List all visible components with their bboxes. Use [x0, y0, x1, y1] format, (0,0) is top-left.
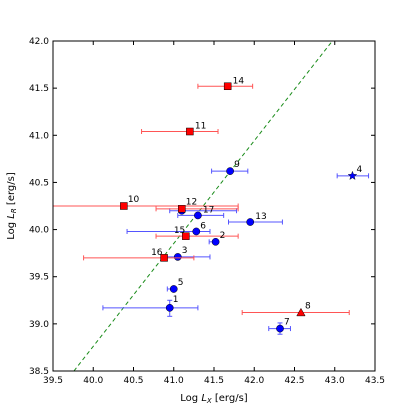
point-label: 16 [151, 248, 163, 258]
y-axis-title-subscript: R [10, 208, 18, 213]
point-label: 17 [203, 205, 214, 215]
point-label: 8 [305, 302, 311, 312]
point-label: 15 [174, 226, 185, 236]
y-axis-title: Log LR [erg/s] [6, 172, 18, 240]
y-tick-label: 39.5 [29, 273, 49, 283]
point-label: 13 [255, 212, 266, 222]
x-tick-label: 40.0 [83, 376, 103, 386]
x-axis-title-unit: [erg/s] [212, 393, 248, 404]
square-marker [182, 232, 190, 240]
circle-marker [192, 227, 201, 236]
y-tick-label: 40.5 [29, 178, 49, 188]
point-label: 1 [173, 295, 179, 305]
star-marker [347, 170, 358, 180]
triangle-marker [296, 307, 306, 317]
circle-marker [211, 237, 220, 246]
circle-marker [276, 324, 284, 333]
x-tick-label: 41.5 [204, 376, 224, 386]
plot-data-layer [53, 41, 370, 371]
y-tick-label: 39.0 [29, 320, 49, 330]
circle-marker [169, 285, 178, 293]
point-label: 5 [178, 278, 184, 288]
x-tick-label: 43.5 [365, 376, 385, 386]
x-axis-title-symbol: L [201, 393, 207, 404]
x-axis-title-subscript: X [206, 397, 212, 405]
point-label: 14 [233, 76, 245, 86]
point-label: 6 [200, 221, 206, 231]
point-label: 3 [182, 246, 188, 256]
plot-frame [52, 40, 376, 372]
y-axis-title-unit: [erg/s] [6, 172, 17, 208]
point-label: 10 [128, 195, 140, 205]
square-marker [223, 82, 232, 91]
y-tick-label: 40.0 [29, 226, 49, 236]
x-tick-label: 41.0 [164, 376, 184, 386]
x-tick-label: 42.0 [244, 376, 264, 386]
y-tick-label: 41.5 [29, 84, 49, 94]
x-axis-title: Log LX [erg/s] [180, 393, 248, 405]
square-marker [186, 127, 194, 136]
point-label: 9 [234, 160, 240, 170]
square-marker [120, 202, 128, 210]
y-tick-label: 42.0 [29, 37, 49, 47]
x-tick-label: 42.5 [284, 376, 304, 386]
y-tick-label: 38.5 [29, 367, 49, 377]
circle-marker [165, 303, 174, 312]
point-label: 11 [195, 122, 206, 132]
circle-marker [226, 167, 234, 175]
y-tick-label: 41.0 [29, 131, 49, 141]
circle-marker [194, 211, 202, 220]
x-tick-label: 43.0 [325, 376, 345, 386]
square-marker [178, 205, 186, 213]
point-label: 2 [220, 231, 226, 241]
x-axis-title-prefix: Log [180, 393, 201, 404]
circle-marker [246, 218, 255, 226]
square-marker [160, 254, 168, 262]
circle-marker [173, 253, 182, 261]
x-tick-label: 40.5 [123, 376, 143, 386]
x-tick-label: 39.5 [43, 376, 63, 386]
point-label: 4 [356, 165, 362, 175]
point-label: 12 [186, 198, 197, 208]
y-axis-title-symbol: L [6, 213, 17, 219]
y-axis-title-prefix: Log [6, 219, 17, 240]
point-label: 7 [284, 318, 290, 328]
